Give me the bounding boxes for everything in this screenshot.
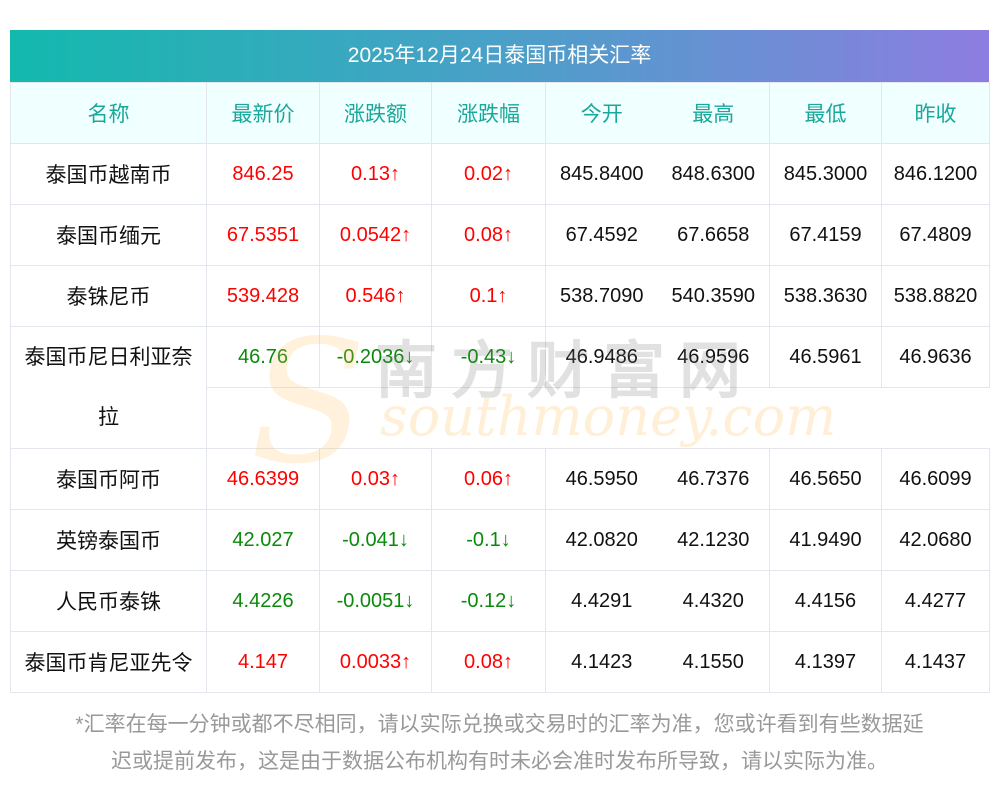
currency-pair-name: 泰国币尼日利亚奈拉 (10, 326, 207, 449)
latest-price: 46.6399 (206, 448, 320, 510)
high-price: 46.7376 (657, 448, 770, 510)
change-percent: 0.06↑ (431, 448, 546, 510)
change-percent: 0.02↑ (431, 143, 546, 205)
currency-pair-name-line-1: 泰国币尼日利亚奈 (24, 345, 193, 369)
currency-pair-name: 英镑泰国币 (10, 509, 207, 571)
currency-pair-name-line-2: 拉 (98, 405, 119, 429)
latest-price: 539.428 (206, 265, 320, 327)
currency-pair-name: 泰国币越南币 (10, 143, 207, 205)
column-header-name: 名称 (10, 82, 207, 144)
low-price: 4.1397 (769, 631, 882, 693)
column-header-low: 最低 (769, 82, 882, 144)
change-amount: -0.041↓ (319, 509, 432, 571)
prev-close: 4.1437 (881, 631, 990, 693)
disclaimer-line-1: *汇率在每一分钟或都不尽相同，请以实际兑换或交易时的汇率为准，您或许看到有些数据… (75, 713, 924, 736)
latest-price: 4.4226 (206, 570, 320, 632)
latest-price: 42.027 (206, 509, 320, 571)
table-row: 泰国币肯尼亚先令 4.147 0.0033↑ 0.08↑ 4.1423 4.1550 4.1… (10, 631, 990, 693)
latest-price: 4.147 (206, 631, 320, 693)
table-row: 泰国币阿币 46.6399 0.03↑ 0.06↑ 46.5950 46.7376 46.5… (10, 448, 990, 510)
table-row: 英镑泰国币 42.027 -0.041↓ -0.1↓ 42.0820 42.1230 41.… (10, 509, 990, 571)
open-price: 845.8400 (545, 143, 658, 205)
open-price: 4.1423 (545, 631, 658, 693)
prev-close: 46.6099 (881, 448, 990, 510)
currency-pair-name: 泰国币缅元 (10, 204, 207, 266)
open-price: 538.7090 (545, 265, 658, 327)
change-percent: -0.1↓ (431, 509, 546, 571)
change-amount: 0.0542↑ (319, 204, 432, 266)
column-header-price: 最新价 (206, 82, 320, 144)
currency-pair-name: 泰国币阿币 (10, 448, 207, 510)
change-amount: 0.0033↑ (319, 631, 432, 693)
table-row: 泰铢尼币 539.428 0.546↑ 0.1↑ 538.7090 540.3590 538… (10, 265, 990, 327)
column-header-high: 最高 (657, 82, 770, 144)
low-price: 4.4156 (769, 570, 882, 632)
change-amount: 0.13↑ (319, 143, 432, 205)
low-price: 46.5961 (769, 326, 882, 388)
open-price: 46.5950 (545, 448, 658, 510)
table-row: 泰国币越南币 846.25 0.13↑ 0.02↑ 845.8400 848.6300 84… (10, 143, 990, 205)
high-price: 67.6658 (657, 204, 770, 266)
change-percent: 0.08↑ (431, 631, 546, 693)
high-price: 4.4320 (657, 570, 770, 632)
column-header-open: 今开 (545, 82, 658, 144)
prev-close: 4.4277 (881, 570, 990, 632)
currency-pair-name: 人民币泰铢 (10, 570, 207, 632)
disclaimer-line-2: 迟或提前发布，这是由于数据公布机构有时未必会准时发布所导致，请以实际为准。 (111, 750, 888, 773)
change-amount: 0.03↑ (319, 448, 432, 510)
high-price: 540.3590 (657, 265, 770, 327)
disclaimer-note: *汇率在每一分钟或都不尽相同，请以实际兑换或交易时的汇率为准，您或许看到有些数据… (10, 706, 989, 780)
change-amount: -0.0051↓ (319, 570, 432, 632)
table-row: 人民币泰铢 4.4226 -0.0051↓ -0.12↓ 4.4291 4.4320 4.4… (10, 570, 990, 632)
latest-price: 846.25 (206, 143, 320, 205)
open-price: 4.4291 (545, 570, 658, 632)
low-price: 41.9490 (769, 509, 882, 571)
low-price: 845.3000 (769, 143, 882, 205)
prev-close: 42.0680 (881, 509, 990, 571)
latest-price: 46.76 (206, 326, 320, 388)
change-percent: 0.1↑ (431, 265, 546, 327)
low-price: 538.3630 (769, 265, 882, 327)
change-percent: -0.12↓ (431, 570, 546, 632)
table-body: 泰国币越南币 846.25 0.13↑ 0.02↑ 845.8400 848.6300 84… (10, 143, 990, 693)
high-price: 848.6300 (657, 143, 770, 205)
page-title: 2025年12月24日泰国币相关汇率 (10, 30, 989, 82)
high-price: 4.1550 (657, 631, 770, 693)
table-row: 泰国币尼日利亚奈拉 46.76 -0.2036↓ -0.43↓ 46.9486 46.95… (10, 326, 990, 449)
high-price: 46.9596 (657, 326, 770, 388)
prev-close: 46.9636 (881, 326, 990, 388)
open-price: 67.4592 (545, 204, 658, 266)
change-percent: 0.08↑ (431, 204, 546, 266)
prev-close: 538.8820 (881, 265, 990, 327)
high-price: 42.1230 (657, 509, 770, 571)
change-amount: 0.546↑ (319, 265, 432, 327)
prev-close: 67.4809 (881, 204, 990, 266)
open-price: 46.9486 (545, 326, 658, 388)
table-row-continuation (11, 387, 990, 449)
column-header-prev-close: 昨收 (881, 82, 990, 144)
table-row: 泰国币缅元 67.5351 0.0542↑ 0.08↑ 67.4592 67.6658 67… (10, 204, 990, 266)
column-header-change: 涨跌额 (319, 82, 432, 144)
change-amount: -0.2036↓ (319, 326, 432, 388)
table-header-row: 名称 最新价 涨跌额 涨跌幅 今开 最高 最低 昨收 (10, 82, 990, 144)
prev-close: 846.1200 (881, 143, 990, 205)
currency-pair-name: 泰国币肯尼亚先令 (10, 631, 207, 693)
exchange-rate-table: 名称 最新价 涨跌额 涨跌幅 今开 最高 最低 昨收 泰国币越南币 846.25 0… (10, 82, 990, 693)
low-price: 46.5650 (769, 448, 882, 510)
change-percent: -0.43↓ (431, 326, 546, 388)
latest-price: 67.5351 (206, 204, 320, 266)
open-price: 42.0820 (545, 509, 658, 571)
currency-pair-name: 泰铢尼币 (10, 265, 207, 327)
empty-cell (206, 387, 990, 449)
low-price: 67.4159 (769, 204, 882, 266)
column-header-change-pct: 涨跌幅 (431, 82, 546, 144)
